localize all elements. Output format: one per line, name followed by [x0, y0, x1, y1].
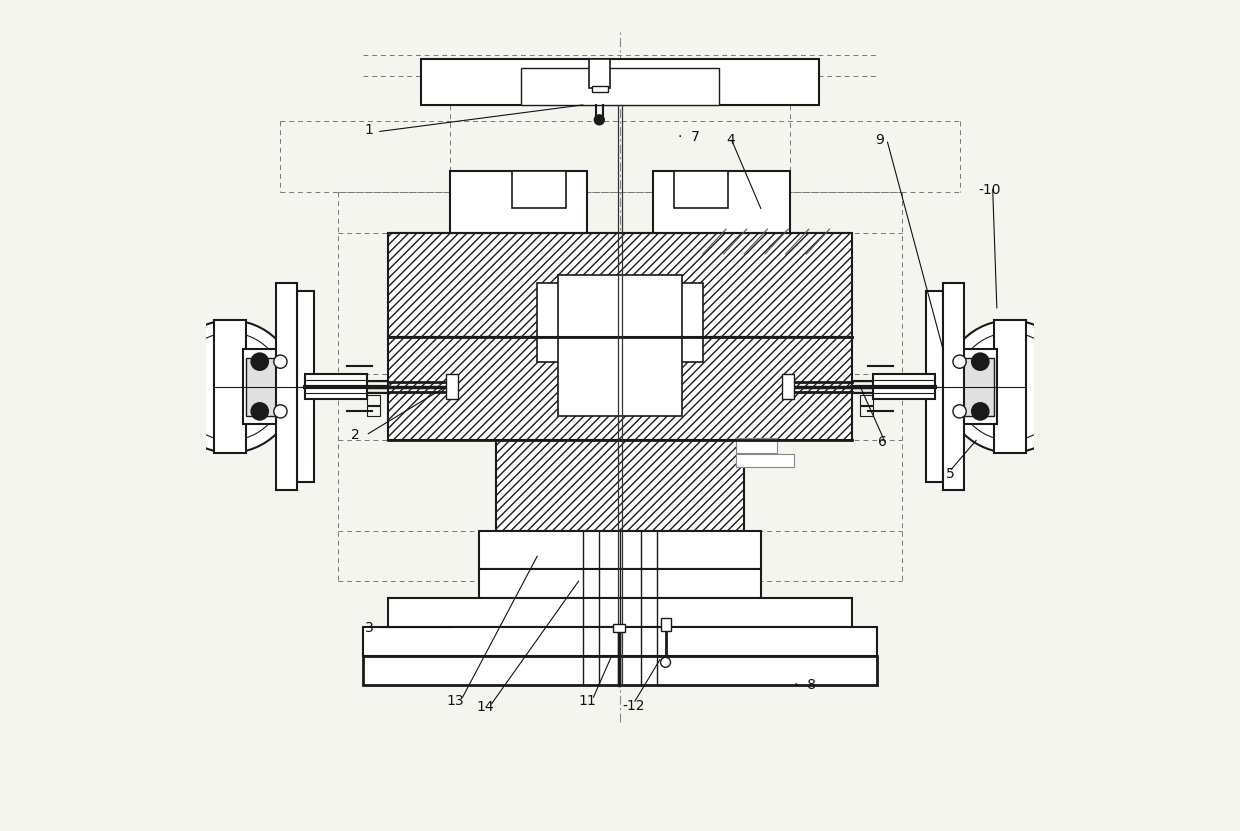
- Bar: [937, 357, 994, 416]
- Bar: [521, 67, 719, 105]
- Bar: [422, 59, 818, 105]
- Circle shape: [252, 353, 268, 370]
- Bar: [388, 234, 852, 337]
- Bar: [781, 374, 794, 399]
- Bar: [591, 86, 608, 92]
- Circle shape: [176, 332, 284, 440]
- Circle shape: [274, 355, 286, 368]
- Text: 9: 9: [875, 133, 884, 147]
- Bar: [926, 292, 942, 482]
- Bar: [942, 283, 963, 490]
- Bar: [479, 568, 761, 597]
- Text: 2: 2: [351, 428, 360, 442]
- Text: 6: 6: [878, 435, 888, 449]
- Circle shape: [164, 320, 296, 453]
- Bar: [243, 349, 305, 424]
- Circle shape: [274, 405, 286, 418]
- Bar: [446, 374, 459, 399]
- Bar: [861, 395, 873, 405]
- Bar: [673, 171, 728, 209]
- Circle shape: [944, 320, 1076, 453]
- Text: ·  8: · 8: [794, 678, 816, 692]
- Bar: [298, 292, 314, 482]
- Text: 1: 1: [365, 123, 373, 137]
- Bar: [496, 440, 744, 532]
- Circle shape: [956, 332, 1064, 440]
- Circle shape: [594, 115, 604, 125]
- Bar: [737, 455, 794, 467]
- Text: 11: 11: [579, 695, 596, 708]
- Text: -12: -12: [622, 699, 645, 712]
- Circle shape: [252, 403, 268, 420]
- Bar: [277, 283, 298, 490]
- Circle shape: [954, 355, 966, 368]
- Text: 4: 4: [725, 133, 735, 147]
- Bar: [388, 337, 852, 440]
- Bar: [388, 597, 852, 627]
- Text: -10: -10: [978, 183, 1001, 197]
- Text: 13: 13: [446, 695, 464, 708]
- Text: ·  7: · 7: [678, 130, 699, 144]
- Bar: [994, 320, 1025, 453]
- Bar: [861, 406, 873, 416]
- Bar: [614, 624, 625, 632]
- Text: 5: 5: [945, 467, 955, 480]
- Circle shape: [954, 405, 966, 418]
- Bar: [367, 406, 379, 416]
- Bar: [935, 349, 997, 424]
- Bar: [537, 283, 616, 361]
- Text: 14: 14: [476, 701, 495, 714]
- Bar: [450, 171, 587, 234]
- Bar: [589, 59, 610, 88]
- Bar: [363, 656, 877, 685]
- Bar: [367, 395, 379, 405]
- Bar: [363, 627, 877, 656]
- Bar: [215, 320, 246, 453]
- Circle shape: [661, 657, 671, 667]
- Bar: [512, 171, 567, 209]
- Circle shape: [972, 353, 988, 370]
- Bar: [558, 275, 682, 416]
- Bar: [246, 357, 303, 416]
- Bar: [873, 374, 935, 399]
- Bar: [653, 171, 790, 234]
- Bar: [661, 618, 671, 631]
- Text: 3: 3: [365, 622, 373, 636]
- Bar: [624, 283, 703, 361]
- Bar: [479, 532, 761, 568]
- Circle shape: [972, 403, 988, 420]
- Bar: [305, 374, 367, 399]
- Bar: [737, 438, 777, 453]
